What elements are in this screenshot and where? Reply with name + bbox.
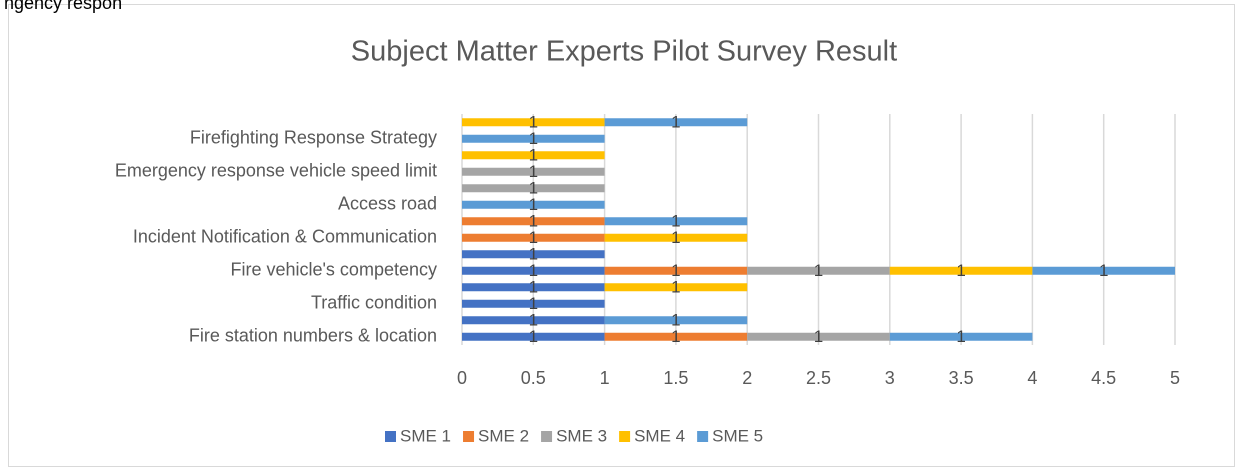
bar-segment — [604, 316, 748, 325]
chart-title: Subject Matter Experts Pilot Survey Resu… — [351, 36, 897, 68]
data-label: 1 — [529, 278, 538, 297]
legend-swatch — [619, 431, 631, 442]
bar-segment — [889, 266, 1033, 275]
x-tick-label: 5 — [1170, 368, 1180, 388]
y-tick-label: Fire station numbers & location — [189, 326, 437, 346]
bar-segment — [747, 332, 890, 341]
legend-label: SME 5 — [712, 426, 763, 445]
data-label: 1 — [956, 327, 965, 346]
bar-segment — [462, 299, 605, 308]
data-label: 1 — [671, 261, 680, 280]
x-tick-label: 3.5 — [949, 368, 974, 388]
legend-swatch — [385, 431, 396, 442]
bar-segment — [462, 233, 605, 242]
data-label: 1 — [671, 212, 680, 231]
bar-segment — [604, 217, 748, 226]
bar-segment — [462, 250, 605, 259]
data-label: 1 — [529, 327, 538, 346]
legend-label: SME 4 — [634, 426, 685, 445]
data-label: 1 — [671, 278, 680, 297]
bar-segment — [462, 332, 605, 341]
legend-label: SME 1 — [400, 426, 451, 445]
data-label: 1 — [529, 195, 538, 214]
legend-swatch — [541, 431, 553, 442]
data-label: 1 — [529, 146, 538, 165]
data-label: 1 — [529, 261, 538, 280]
data-label: 1 — [671, 113, 680, 132]
x-tick-label: 4.5 — [1091, 368, 1116, 388]
y-tick-label: Traffic condition — [311, 293, 437, 313]
legend-label: SME 2 — [478, 426, 529, 445]
data-label: 1 — [529, 245, 538, 264]
bar-segment — [462, 151, 605, 160]
x-tick-label: 3 — [885, 368, 895, 388]
bar-segment — [462, 118, 605, 127]
bar-segment — [1032, 266, 1175, 275]
data-label: 1 — [671, 311, 680, 330]
data-label: 1 — [671, 327, 680, 346]
y-tick-label: Firefighting Response Strategy — [190, 128, 437, 148]
data-label: 1 — [529, 212, 538, 231]
x-tick-label: 1.5 — [663, 368, 688, 388]
data-label: 1 — [529, 113, 538, 132]
legend-swatch — [463, 431, 475, 442]
data-label: 1 — [814, 327, 823, 346]
data-label: 1 — [529, 129, 538, 148]
x-tick-label: 2 — [742, 368, 752, 388]
bar-segment — [604, 266, 748, 275]
bar-segment — [747, 266, 890, 275]
y-tick-label: Access road — [338, 194, 437, 214]
bar-segment — [604, 283, 748, 292]
data-label: 1 — [671, 228, 680, 247]
y-tick-label: Fire vehicle's competency — [230, 260, 437, 280]
data-label: 1 — [1099, 261, 1108, 280]
x-tick-label: 2.5 — [806, 368, 831, 388]
bar-segment — [462, 167, 605, 176]
y-tick-label: Emergency response vehicle speed limit — [115, 161, 437, 181]
legend-label: SME 3 — [556, 426, 607, 445]
page-fragment: ngency respon — [4, 0, 122, 13]
data-label: 1 — [529, 179, 538, 198]
bar-segment — [462, 283, 605, 292]
bar-segment — [462, 266, 605, 275]
legend-swatch — [697, 431, 709, 442]
data-label: 1 — [529, 228, 538, 247]
x-tick-label: 4 — [1027, 368, 1037, 388]
data-label: 1 — [529, 162, 538, 181]
data-label: 1 — [814, 261, 823, 280]
data-label: 1 — [956, 261, 965, 280]
bar-segment — [889, 332, 1033, 341]
x-tick-label: 0 — [457, 368, 467, 388]
data-label: 1 — [529, 294, 538, 313]
data-label: 1 — [529, 311, 538, 330]
bar-segment — [604, 118, 748, 127]
bar-segment — [462, 217, 605, 226]
bar-segment — [604, 233, 748, 242]
bar-segment — [604, 332, 748, 341]
bar-segment — [462, 200, 605, 209]
bar-segment — [462, 184, 605, 193]
x-tick-label: 0.5 — [521, 368, 546, 388]
y-tick-label: Incident Notification & Communication — [133, 227, 437, 247]
x-tick-label: 1 — [600, 368, 610, 388]
bar-segment — [462, 316, 605, 325]
bar-segment — [462, 134, 605, 143]
